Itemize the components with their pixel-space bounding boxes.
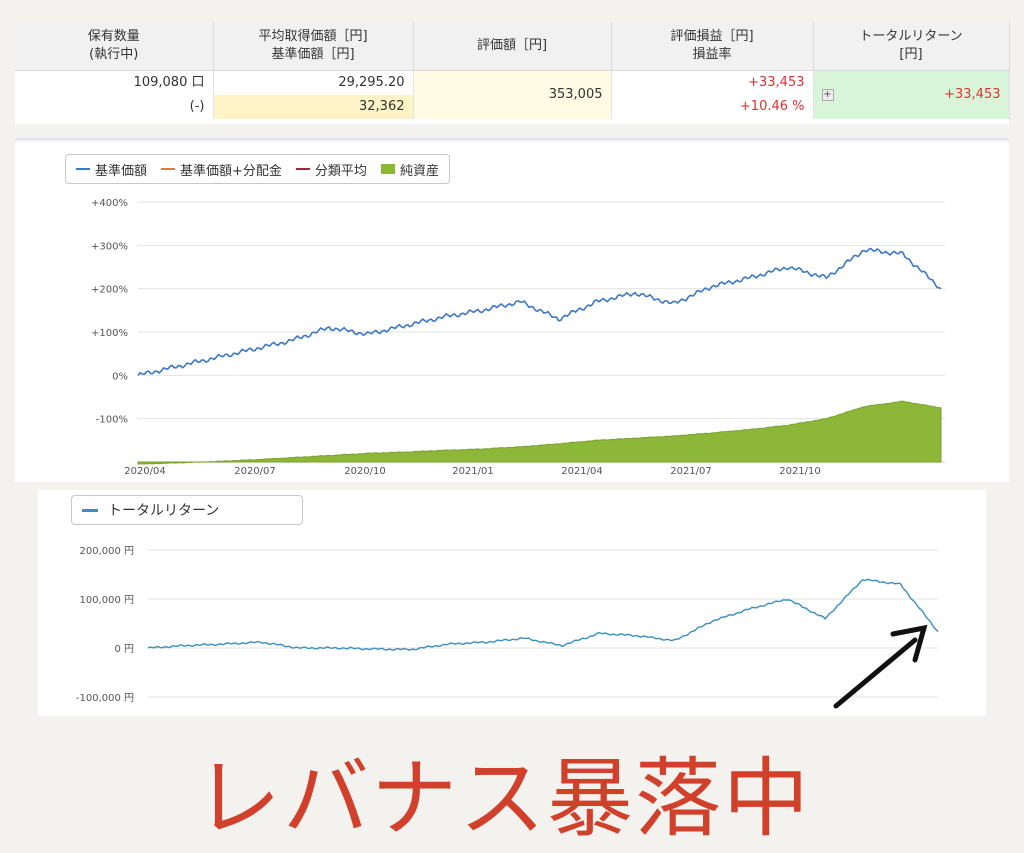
y-tick-label: 0 円 [114,644,134,655]
table-row: 109,080 口 29,295.20 353,005 +33,453 + +3… [15,70,1010,119]
x-tick-label: 2021/10 [779,466,821,477]
legend-item-category-average[interactable]: 分類平均 [295,160,367,179]
series-line-base-price [137,247,942,376]
holdings-table: 保有数量 (執行中) 平均取得価額［円] 基準価額［円] 評価額［円] 評価損益［円… [15,22,1010,119]
y-tick-label: +200% [91,285,128,296]
holdings-table-panel: 保有数量 (執行中) 平均取得価額［円] 基準価額［円] 評価額［円] 評価損益［円… [15,22,1010,124]
x-tick-label: 2020/04 [124,466,166,477]
total-return-legend[interactable]: トータルリターン [71,495,303,525]
header-valuation: 評価額［円] [413,22,612,71]
legend-swatch [82,508,98,512]
quantity-value: 109,080 口 [15,70,214,95]
caption-text: レバナス暴落中 [195,749,811,849]
header-total-return: トータルリターン [円] [813,22,1010,71]
legend-swatch [161,168,176,170]
legend-swatch [380,164,395,174]
x-tick-label: 2020/07 [234,466,276,477]
table-header-row: 保有数量 (執行中) 平均取得価額［円] 基準価額［円] 評価額［円] 評価損益［円… [15,22,1010,71]
total-return-chart: トータルリターン 200,000 円 100,000 円 0 円 -100,000 円 [38,490,986,716]
x-tick-label: 2021/04 [561,466,603,477]
legend-swatch [76,168,90,170]
base-price-value: 32,362 [213,95,414,119]
x-tick-label: 2021/01 [452,466,494,477]
y-tick-label: 0% [112,371,128,382]
total-return-value: +33,453 [944,87,1001,102]
legend-item-net-assets[interactable]: 純資産 [380,160,439,179]
x-tick-label: 2021/07 [670,466,712,477]
total-return-chart-svg: 200,000 円 100,000 円 0 円 -100,000 円 [76,546,939,704]
valuation-value: 353,005 [413,70,612,119]
section-divider [15,138,1009,140]
price-chart: 基準価額 基準価額+分配金 分類平均 純資産 +400% +300% +200% +1… [15,142,1009,482]
price-chart-svg: +400% +300% +200% +100% 0% -100% 2020/04 2020/0… [91,198,945,477]
header-quantity: 保有数量 (執行中) [15,22,214,71]
series-line-total-return [147,578,939,651]
y-tick-label: 100,000 円 [79,595,134,606]
y-tick-label: +100% [91,328,128,339]
pl-rate-value: +10.46 % [611,95,814,119]
price-chart-legend: 基準価額 基準価額+分配金 分類平均 純資産 [65,154,450,184]
y-tick-label: -100,000 円 [76,693,134,704]
y-tick-label: -100% [96,415,128,426]
x-tick-label: 2020/10 [344,466,386,477]
total-return-cell: + +33,453 [813,70,1010,119]
header-price: 平均取得価額［円] 基準価額［円] [213,22,414,71]
plus-icon[interactable]: + [821,88,834,101]
legend-swatch [295,168,310,170]
table-row: (-) 32,362 +10.46 % [15,95,1009,119]
y-tick-label: 200,000 円 [79,546,134,557]
legend-item-base-price[interactable]: 基準価額 [76,160,147,179]
series-area-net-assets [137,400,942,465]
avg-price-value: 29,295.20 [213,70,414,95]
y-tick-label: +300% [91,241,128,252]
quantity-pending-value: (-) [15,95,214,119]
legend-item-base-price-dividend[interactable]: 基準価額+分配金 [161,160,282,179]
header-profit-loss: 評価損益［円] 損益率 [611,22,814,71]
pl-value: +33,453 [611,70,814,95]
y-tick-label: +400% [91,198,128,209]
